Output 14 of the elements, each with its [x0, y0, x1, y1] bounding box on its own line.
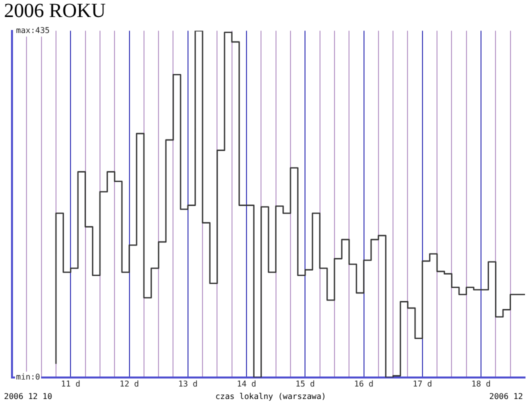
x-axis-title: czas lokalny (warszawa)	[215, 391, 326, 403]
text: 2006 12 10	[4, 391, 52, 403]
x-tick-label: 11 d	[60, 379, 80, 388]
chart-title: 2006 ROKU	[3, 0, 107, 22]
x-tick-label: 15 d	[296, 379, 315, 388]
x-tick-label: 17 d	[412, 379, 432, 388]
y-tick-label: min:0	[16, 372, 40, 382]
text: 2006 12	[489, 391, 523, 403]
x-tick-label: 16 d	[354, 379, 374, 388]
x-tick-label: 14 d	[236, 379, 256, 388]
x-tick-label: 13 d	[178, 379, 198, 388]
x-tick-label: 18 d	[471, 379, 491, 388]
x-tick-label: 12 d	[120, 379, 140, 388]
y-tick-label: max:435	[16, 26, 50, 35]
